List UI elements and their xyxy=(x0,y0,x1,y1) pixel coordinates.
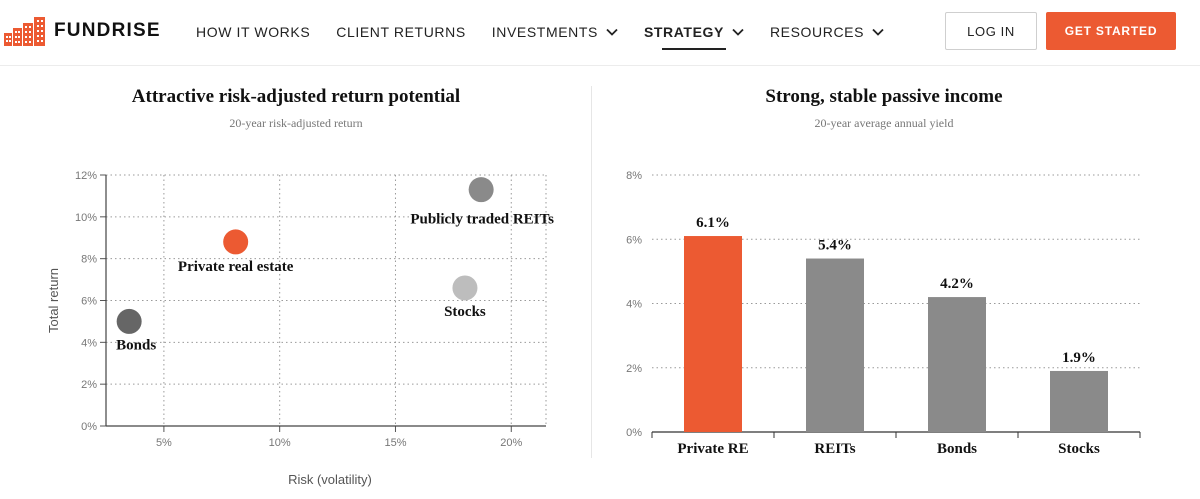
bar xyxy=(928,297,986,432)
category-label: Bonds xyxy=(937,441,977,457)
nav-resources-label: RESOURCES xyxy=(769,24,865,40)
y-tick-label: 2% xyxy=(626,363,642,375)
log-in-button[interactable]: LOG IN xyxy=(945,12,1037,50)
scatter-point-label: Bonds xyxy=(116,337,156,353)
chevron-down-icon xyxy=(606,28,618,36)
risk-return-scatter-chart: 0% 2% 4% 6% 8% 10% 12% 5% 10% 15% 20% Risk (volatil… xyxy=(46,170,554,487)
y-tick-label: 0% xyxy=(626,427,642,439)
panel-divider xyxy=(591,86,592,458)
x-axis-label: Risk (volatility) xyxy=(288,472,372,487)
bar-chart-title: Strong, stable passive income xyxy=(765,86,1003,107)
annual-yield-bar-chart: 0% 2% 4% 6% 8% 6.1% Private RE 5.4% REITs 4.2% Bon… xyxy=(626,170,1141,457)
fundrise-logo-icon xyxy=(4,17,45,46)
y-tick-label: 8% xyxy=(626,170,642,182)
brand-name: FUNDRISE xyxy=(54,20,161,41)
x-tick-label: 10% xyxy=(269,437,291,449)
scatter-point xyxy=(468,177,494,203)
y-axis-label: Total return xyxy=(46,268,61,333)
y-tick-label: 6% xyxy=(626,234,642,246)
nav-how-it-works[interactable]: HOW IT WORKS xyxy=(196,0,310,64)
category-label: REITs xyxy=(814,441,855,457)
y-tick-label: 12% xyxy=(75,170,97,182)
nav-strategy-label: STRATEGY xyxy=(643,24,724,40)
scatter-point-label: Stocks xyxy=(444,304,486,320)
nav-client-returns[interactable]: CLIENT RETURNS xyxy=(336,0,466,64)
y-tick-label: 4% xyxy=(626,299,642,311)
y-tick-label: 2% xyxy=(81,379,97,391)
nav-how-it-works-label: HOW IT WORKS xyxy=(196,24,311,40)
y-tick-label: 4% xyxy=(81,337,97,349)
chevron-down-icon xyxy=(732,28,744,36)
chevron-down-icon xyxy=(872,28,884,36)
x-tick-label: 5% xyxy=(156,437,172,449)
nav-investments[interactable]: INVESTMENTS xyxy=(492,0,618,64)
get-started-button[interactable]: GET STARTED xyxy=(1046,12,1176,50)
scatter-point xyxy=(452,275,478,301)
x-tick-label: 20% xyxy=(500,437,522,449)
scatter-point xyxy=(116,308,142,334)
nav-client-returns-label: CLIENT RETURNS xyxy=(336,24,466,40)
y-tick-label: 8% xyxy=(81,254,97,266)
scatter-point-label: Publicly traded REITs xyxy=(410,212,554,228)
y-tick-label: 6% xyxy=(81,296,97,308)
nav-strategy[interactable]: STRATEGY xyxy=(644,0,744,64)
bar xyxy=(684,236,742,432)
nav-investments-label: INVESTMENTS xyxy=(491,24,598,40)
x-tick-label: 15% xyxy=(384,437,406,449)
brand-logo[interactable]: FUNDRISE xyxy=(4,16,161,46)
bar-value-label: 4.2% xyxy=(940,276,974,292)
bar xyxy=(806,258,864,432)
category-label: Stocks xyxy=(1058,441,1100,457)
y-tick-label: 10% xyxy=(75,212,97,224)
y-tick-label: 0% xyxy=(81,421,97,433)
scatter-chart-title: Attractive risk-adjusted return potentia… xyxy=(131,86,461,107)
nav-resources[interactable]: RESOURCES xyxy=(770,0,884,64)
main-nav: HOW IT WORKS CLIENT RETURNS INVESTMENTS … xyxy=(196,0,910,64)
bar-value-label: 1.9% xyxy=(1062,350,1096,366)
bar-value-label: 6.1% xyxy=(696,215,730,231)
top-nav-bar: FUNDRISE HOW IT WORKS CLIENT RETURNS INV… xyxy=(0,0,1200,66)
scatter-chart-subtitle: 20-year risk-adjusted return xyxy=(229,116,363,130)
category-label: Private RE xyxy=(677,441,748,457)
scatter-point xyxy=(223,229,249,255)
scatter-point-label: Private real estate xyxy=(178,259,294,275)
bar-chart-subtitle: 20-year average annual yield xyxy=(814,116,954,130)
bar-value-label: 5.4% xyxy=(818,238,852,254)
bar xyxy=(1050,370,1108,432)
